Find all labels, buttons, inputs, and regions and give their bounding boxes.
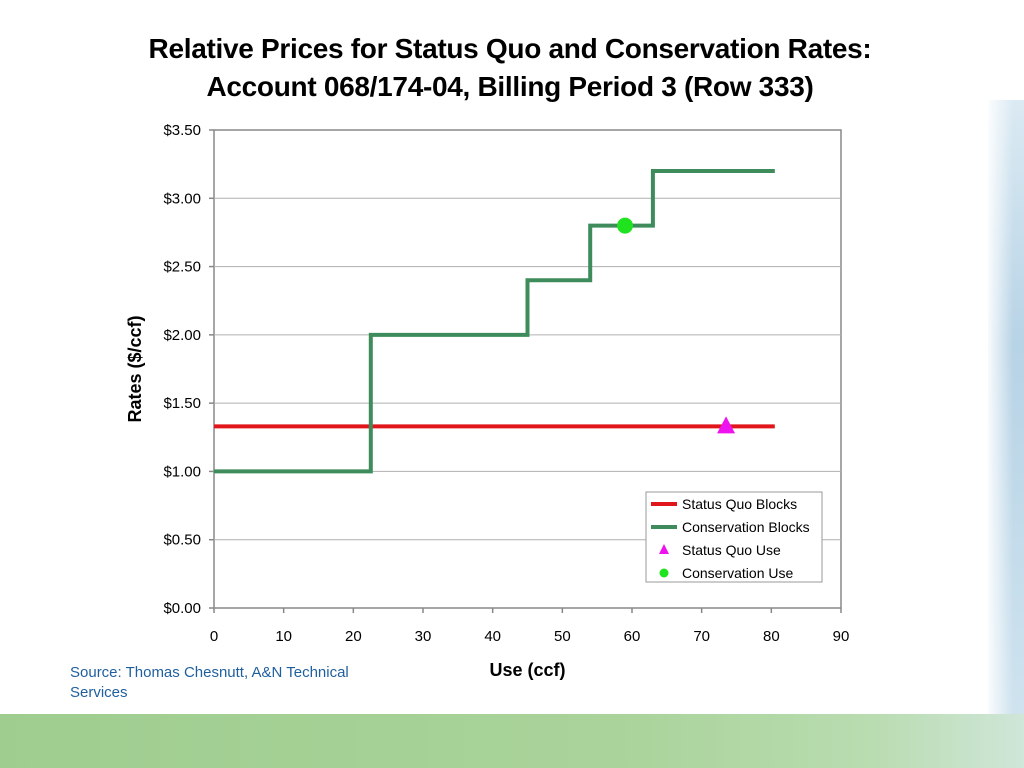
y-tick-label: $2.50 xyxy=(163,259,201,276)
legend-label: Status Quo Use xyxy=(682,542,781,558)
x-tick-label: 40 xyxy=(484,628,501,645)
legend-label: Conservation Blocks xyxy=(682,519,810,535)
y-tick-label: $1.00 xyxy=(163,463,201,480)
conservation-use-marker xyxy=(617,217,634,234)
y-tick-label: $3.00 xyxy=(163,190,201,207)
y-tick-label: $0.50 xyxy=(163,532,201,549)
x-tick-label: 70 xyxy=(693,628,710,645)
x-axis-title: Use (ccf) xyxy=(489,660,565,680)
status-quo-use-marker xyxy=(717,416,736,434)
legend-label: Conservation Use xyxy=(682,565,793,581)
chart-title: Relative Prices for Status Quo and Conse… xyxy=(60,30,960,106)
x-tick-label: 10 xyxy=(275,628,292,645)
slide-bottom-band xyxy=(0,714,1024,768)
x-tick-label: 50 xyxy=(554,628,571,645)
source-note: Source: Thomas Chesnutt, A&N Technical S… xyxy=(70,664,349,701)
conservation-blocks-line xyxy=(214,169,775,474)
legend-swatch-circle xyxy=(659,568,669,578)
y-axis-title: Rates ($/ccf) xyxy=(125,315,145,422)
legend-label: Status Quo Blocks xyxy=(682,496,797,512)
x-tick-label: 80 xyxy=(763,628,780,645)
slide-right-decoration xyxy=(988,100,1024,714)
x-tick-label: 20 xyxy=(345,628,362,645)
x-tick-label: 90 xyxy=(833,628,850,645)
title-line-2: Account 068/174-04, Billing Period 3 (Ro… xyxy=(206,71,814,102)
legend-swatch-triangle xyxy=(659,544,669,554)
x-tick-label: 60 xyxy=(624,628,641,645)
y-tick-label: $3.50 xyxy=(163,122,201,139)
x-tick-label: 30 xyxy=(415,628,432,645)
legend-box xyxy=(645,491,823,583)
legend: Status Quo Blocks Conservation Blocks Stat… xyxy=(645,491,823,583)
y-tick-label: $0.00 xyxy=(163,600,201,617)
y-tick-label: $2.00 xyxy=(163,327,201,344)
x-tick-label: 0 xyxy=(210,628,218,645)
y-tick-label: $1.50 xyxy=(163,395,201,412)
title-line-1: Relative Prices for Status Quo and Conse… xyxy=(148,33,872,64)
